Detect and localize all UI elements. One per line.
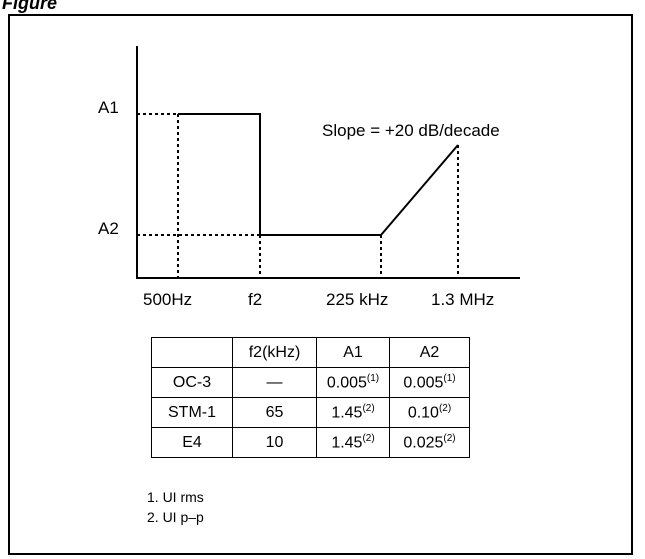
a2-cell: 0.10(2) xyxy=(389,397,470,428)
footnote-1: 1. UI rms xyxy=(147,489,204,505)
f2-cell: 10 xyxy=(232,427,317,458)
a1-cell: 1.45(2) xyxy=(316,397,390,428)
a1-value: 1.45 xyxy=(331,404,363,422)
header-cell-a1: A1 xyxy=(316,337,390,368)
footnotes: 1. UI rms 2. UI p–p xyxy=(147,487,204,527)
footnote-ref: (2) xyxy=(438,402,452,414)
footnote-ref: (1) xyxy=(443,372,456,384)
row-name-cell: STM-1 xyxy=(151,397,233,428)
a2-cell: 0.005(1) xyxy=(389,367,470,398)
figure-caption: Figure xyxy=(2,0,58,13)
row-name-cell: E4 xyxy=(151,427,233,458)
footnote-ref: (2) xyxy=(443,432,456,444)
a1-cell: 1.45(2) xyxy=(316,427,390,458)
row-name-cell: OC-3 xyxy=(151,367,233,398)
footnote-2: 2. UI p–p xyxy=(147,509,204,525)
slope-label: Slope = +20 dB/decade xyxy=(322,121,500,140)
a2-value: 0.005 xyxy=(403,374,444,392)
header-cell-a2: A2 xyxy=(389,337,470,368)
x-label-500hz: 500Hz xyxy=(143,290,192,309)
figure-frame xyxy=(8,14,633,555)
a1-value: 0.005 xyxy=(326,374,367,392)
x-label-225khz: 225 kHz xyxy=(326,290,388,309)
parameter-table: f2(kHz) A1 A2 OC-3 — 0.005(1) 0.005(1) S… xyxy=(151,337,470,458)
a2-value: 0.025 xyxy=(403,434,444,452)
a2-value: 0.10 xyxy=(407,404,439,422)
y-label-a1: A1 xyxy=(98,98,119,117)
footnote-ref: (1) xyxy=(366,372,380,384)
table-header-row: f2(kHz) A1 A2 xyxy=(151,337,470,368)
footnote-ref: (2) xyxy=(362,402,375,414)
table-row: E4 10 1.45(2) 0.025(2) xyxy=(151,427,470,458)
a1-value: 1.45 xyxy=(331,434,363,452)
x-label-f2: f2 xyxy=(248,290,262,309)
a2-cell: 0.025(2) xyxy=(389,427,470,458)
f2-cell: 65 xyxy=(232,397,317,428)
y-label-a2: A2 xyxy=(98,219,119,238)
header-cell-empty xyxy=(151,337,233,368)
table-row: STM-1 65 1.45(2) 0.10(2) xyxy=(151,397,470,428)
x-label-1-3mhz: 1.3 MHz xyxy=(431,290,494,309)
table-row: OC-3 — 0.005(1) 0.005(1) xyxy=(151,367,470,398)
a1-cell: 0.005(1) xyxy=(316,367,390,398)
f2-cell: — xyxy=(232,367,317,398)
header-cell-f2: f2(kHz) xyxy=(232,337,317,368)
footnote-ref: (2) xyxy=(362,432,375,444)
